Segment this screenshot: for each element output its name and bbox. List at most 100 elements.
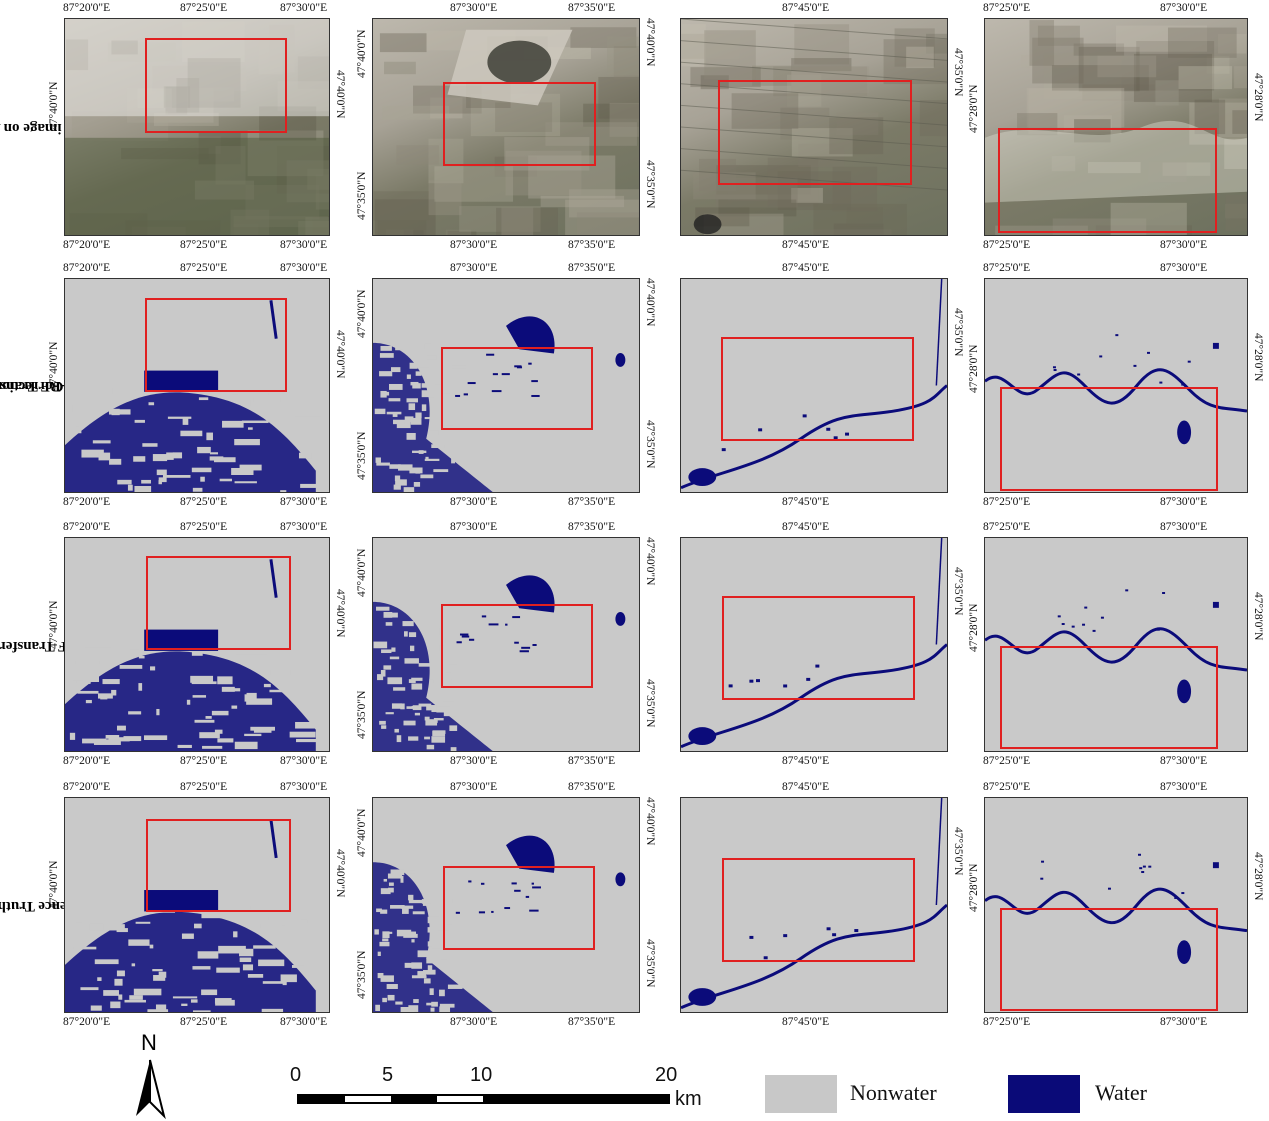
longitude-tick-label: 87°30'0"E — [1160, 1016, 1208, 1028]
study-extent-box — [721, 337, 914, 441]
latitude-tick-label: 47°40'0"N — [644, 797, 656, 846]
north-label: N — [141, 1030, 157, 1055]
longitude-tick-label: 87°25'0"E — [983, 781, 1031, 793]
longitude-tick-label: 87°30'0"E — [450, 521, 498, 533]
scale-label-0: 0 — [290, 1064, 302, 1086]
latitude-tick-label: 47°40'0"N — [644, 278, 656, 327]
legend-label-nonwater: Nonwater — [850, 1080, 937, 1105]
latitude-tick-label: 47°28'0"N — [968, 603, 980, 652]
longitude-tick-label: 87°25'0"E — [983, 521, 1031, 533]
legend-label-water: Water — [1095, 1080, 1147, 1105]
longitude-tick-label: 87°20'0"E — [63, 2, 111, 14]
study-extent-box — [441, 604, 593, 688]
study-extent-box — [998, 128, 1217, 233]
latitude-tick-label: 47°40'0"N — [48, 341, 60, 390]
latitude-tick-label: 47°35'0"N — [356, 690, 368, 739]
north-arrow-icon — [136, 1059, 166, 1120]
latitude-tick-label: 47°35'0"N — [356, 171, 368, 220]
latitude-tick-label: 47°28'0"N — [968, 863, 980, 912]
water-layer — [65, 559, 318, 751]
longitude-tick-label: 87°35'0"E — [568, 781, 616, 793]
latitude-tick-label: 47°28'0"N — [1252, 73, 1264, 122]
study-extent-box — [1000, 387, 1218, 491]
longitude-tick-label: 87°30'0"E — [280, 239, 328, 251]
longitude-tick-label: 87°30'0"E — [1160, 781, 1208, 793]
latitude-tick-label: 47°28'0"N — [968, 84, 980, 133]
latitude-tick-label: 47°40'0"N — [644, 537, 656, 586]
map-panel-r4-c1 — [64, 797, 330, 1013]
satellite-imagery — [65, 19, 329, 235]
water-layer — [985, 334, 1247, 445]
study-extent-box — [146, 556, 291, 650]
longitude-tick-label: 87°45'0"E — [782, 262, 830, 274]
satellite-imagery — [681, 19, 947, 235]
longitude-tick-label: 87°25'0"E — [983, 755, 1031, 767]
water-layer — [985, 853, 1247, 964]
map-panel-r1-c3 — [680, 18, 948, 236]
longitude-tick-label: 87°30'0"E — [280, 262, 328, 274]
latitude-tick-label: 47°35'0"N — [356, 950, 368, 999]
longitude-tick-label: 87°30'0"E — [1160, 496, 1208, 508]
longitude-tick-label: 87°25'0"E — [180, 1016, 228, 1028]
water-layer — [373, 575, 626, 751]
longitude-tick-label: 87°25'0"E — [180, 239, 228, 251]
water-layer — [681, 538, 947, 749]
longitude-tick-label: 87°30'0"E — [1160, 521, 1208, 533]
longitude-tick-label: 87°35'0"E — [568, 262, 616, 274]
longitude-tick-label: 87°45'0"E — [782, 496, 830, 508]
longitude-tick-label: 87°45'0"E — [782, 2, 830, 14]
longitude-tick-label: 87°20'0"E — [63, 496, 111, 508]
longitude-tick-label: 87°45'0"E — [782, 521, 830, 533]
longitude-tick-label: 87°30'0"E — [450, 239, 498, 251]
longitude-tick-label: 87°30'0"E — [280, 755, 328, 767]
water-layer — [65, 300, 328, 492]
map-panel-r1-c4 — [984, 18, 1248, 236]
latitude-tick-label: 47°40'0"N — [48, 860, 60, 909]
latitude-tick-label: 47°35'0"N — [644, 160, 656, 209]
longitude-tick-label: 87°30'0"E — [1160, 262, 1208, 274]
latitude-tick-label: 47°40'0"N — [334, 70, 346, 119]
longitude-tick-label: 87°25'0"E — [983, 496, 1031, 508]
latitude-tick-label: 47°40'0"N — [334, 849, 346, 898]
latitude-tick-label: 47°28'0"N — [1252, 333, 1264, 382]
longitude-tick-label: 87°25'0"E — [180, 781, 228, 793]
longitude-tick-label: 87°35'0"E — [568, 2, 616, 14]
longitude-tick-label: 87°25'0"E — [983, 239, 1031, 251]
scale-label-10: 10 — [470, 1064, 493, 1086]
longitude-tick-label: 87°30'0"E — [1160, 755, 1208, 767]
water-layer — [373, 316, 626, 492]
map-panel-r4-c3 — [680, 797, 948, 1013]
water-layer — [65, 819, 316, 1012]
latitude-tick-label: 47°35'0"N — [952, 827, 964, 876]
latitude-tick-label: 47°40'0"N — [356, 289, 368, 338]
study-extent-box — [145, 38, 287, 133]
study-extent-box — [145, 298, 287, 392]
longitude-tick-label: 87°30'0"E — [280, 2, 328, 14]
longitude-tick-label: 87°30'0"E — [280, 521, 328, 533]
study-extent-box — [1000, 908, 1218, 1011]
longitude-tick-label: 87°25'0"E — [180, 755, 228, 767]
latitude-tick-label: 47°40'0"N — [356, 808, 368, 857]
longitude-tick-label: 87°35'0"E — [568, 1016, 616, 1028]
study-extent-box — [443, 866, 595, 950]
longitude-tick-label: 87°20'0"E — [63, 262, 111, 274]
scale-unit: km — [675, 1088, 702, 1110]
longitude-tick-label: 87°20'0"E — [63, 1016, 111, 1028]
longitude-tick-label: 87°25'0"E — [983, 2, 1031, 14]
map-panel-r3-c4 — [984, 537, 1248, 752]
longitude-tick-label: 87°20'0"E — [63, 755, 111, 767]
longitude-tick-label: 87°30'0"E — [450, 496, 498, 508]
latitude-tick-label: 47°35'0"N — [644, 679, 656, 728]
longitude-tick-label: 87°30'0"E — [450, 781, 498, 793]
longitude-tick-label: 87°45'0"E — [782, 1016, 830, 1028]
longitude-tick-label: 87°20'0"E — [63, 781, 111, 793]
longitude-tick-label: 87°30'0"E — [280, 781, 328, 793]
longitude-tick-label: 87°25'0"E — [180, 2, 228, 14]
longitude-tick-label: 87°25'0"E — [180, 521, 228, 533]
study-extent-box — [1000, 646, 1218, 749]
longitude-tick-label: 87°25'0"E — [983, 1016, 1031, 1028]
latitude-tick-label: 47°35'0"N — [644, 420, 656, 469]
longitude-tick-label: 87°35'0"E — [568, 496, 616, 508]
longitude-tick-label: 87°25'0"E — [983, 262, 1031, 274]
longitude-tick-label: 87°25'0"E — [180, 496, 228, 508]
